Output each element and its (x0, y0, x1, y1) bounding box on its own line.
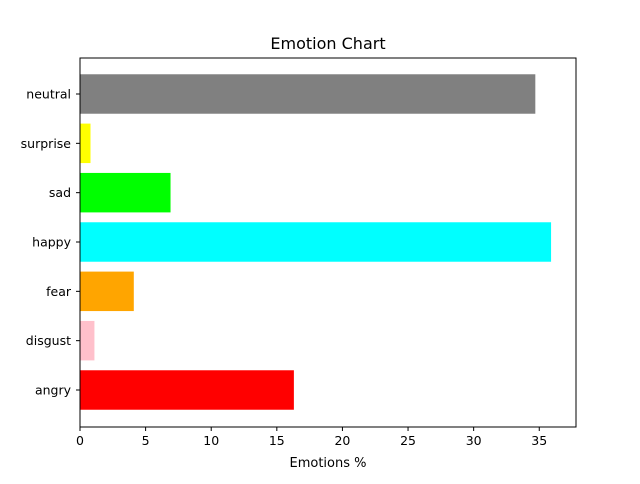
bar-neutral (80, 74, 536, 114)
x-tick-label: 15 (269, 433, 285, 448)
bar-sad (80, 172, 171, 213)
y-tick-label: sad (49, 185, 71, 200)
x-tick-label: 30 (466, 433, 482, 448)
y-tick-label: fear (46, 284, 72, 299)
y-tick-label: happy (32, 235, 71, 250)
x-tick-label: 25 (400, 433, 416, 448)
x-tick-label: 20 (334, 433, 350, 448)
chart-title: Emotion Chart (270, 34, 385, 53)
bars-group (80, 74, 552, 410)
x-tick-label: 5 (142, 433, 150, 448)
x-axis-label: Emotions % (290, 456, 367, 471)
x-tick-label: 10 (203, 433, 219, 448)
y-tick-label: neutral (26, 87, 71, 102)
x-axis-ticks: 0 5 10 15 20 25 30 35 (76, 427, 547, 448)
x-tick-label: 0 (76, 433, 84, 448)
x-tick-label: 35 (531, 433, 547, 448)
y-tick-label: angry (35, 383, 72, 398)
bar-angry (80, 370, 294, 410)
y-tick-label: surprise (21, 136, 72, 151)
y-axis-ticks: angry disgust fear happy sad surprise neutral (21, 87, 80, 398)
bar-surprise (80, 123, 91, 164)
bar-happy (80, 222, 552, 262)
bar-disgust (80, 320, 95, 361)
bar-fear (80, 271, 134, 312)
y-tick-label: disgust (26, 333, 71, 348)
